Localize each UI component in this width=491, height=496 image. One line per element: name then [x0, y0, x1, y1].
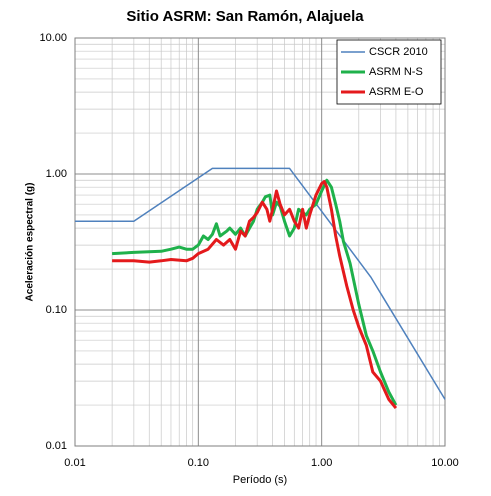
y-tick-label: 0.10 [46, 304, 67, 316]
series-line [112, 178, 398, 406]
series-line [112, 180, 398, 410]
legend-label: CSCR 2010 [369, 46, 428, 58]
x-axis-label: Período (s) [233, 474, 287, 486]
legend-label: ASRM E-O [369, 86, 424, 98]
series-line [75, 167, 446, 400]
chart-title: Sitio ASRM: San Ramón, Alajuela [126, 8, 364, 25]
legend: CSCR 2010 ASRM N-S ASRM E-O [336, 39, 442, 105]
y-tick-label: 10.00 [39, 32, 67, 44]
legend-label: ASRM N-S [369, 66, 423, 78]
x-tick-label: 0.01 [64, 457, 85, 469]
x-tick-label: 10.00 [431, 457, 459, 469]
y-axis-label: Aceleración espectral (g) [25, 183, 36, 302]
y-tick-label: 1.00 [46, 168, 67, 180]
x-tick-label: 1.00 [311, 457, 332, 469]
plot-frame [74, 37, 446, 447]
y-tick-label: 0.01 [46, 440, 67, 452]
x-tick-label: 0.10 [188, 457, 209, 469]
